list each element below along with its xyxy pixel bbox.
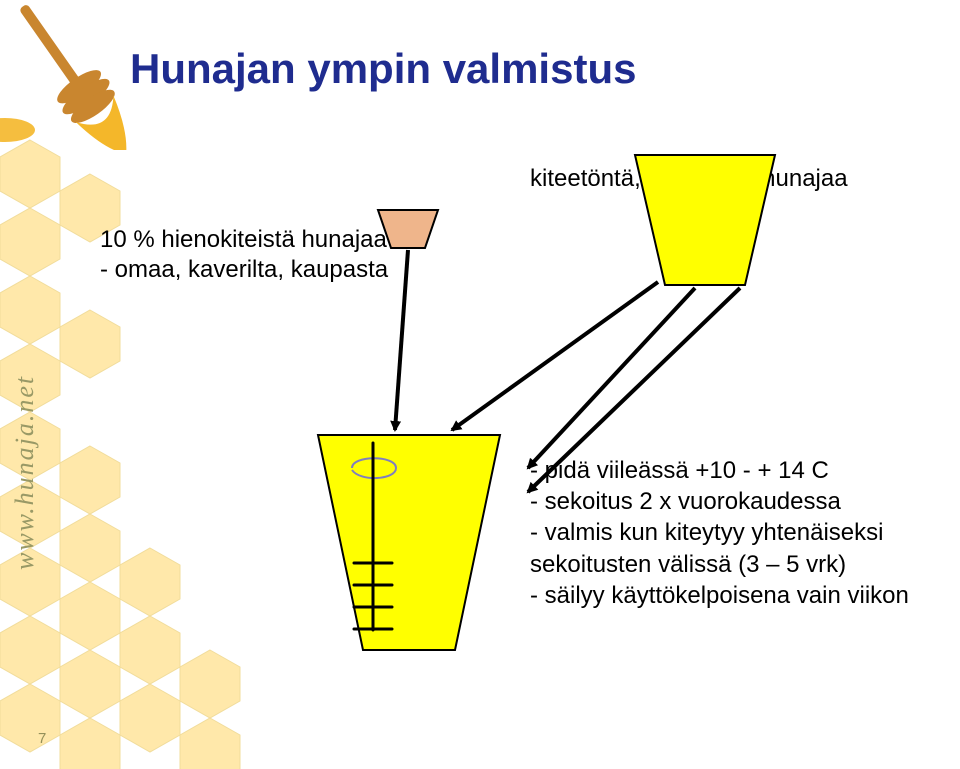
dipper-honey-drip: [76, 96, 145, 150]
page-number: 7: [38, 730, 46, 747]
mixing-bucket: [318, 435, 500, 650]
left-label: 10 % hienokiteistä hunajaa - omaa, kaver…: [100, 225, 388, 285]
instruction-line-2: - sekoitus 2 x vuorokaudessa: [530, 486, 909, 517]
arrow-seed-to-mix: [395, 250, 408, 430]
arrow-liquid-to-mix: [452, 282, 658, 430]
dipper-head: [51, 63, 121, 130]
instruction-line-3: - valmis kun kiteytyy yhtenäiseksi: [530, 517, 909, 548]
site-url: www.hunaja.net: [10, 230, 38, 570]
left-label-line2: - omaa, kaverilta, kaupasta: [100, 255, 388, 285]
instruction-line-4: sekoitusten välissä (3 – 5 vrk): [530, 549, 909, 580]
left-label-line1: 10 % hienokiteistä hunajaa: [100, 225, 388, 255]
instruction-line-1: - pidä viileässä +10 - + 14 C: [530, 455, 909, 486]
honey-pool: [0, 118, 35, 142]
top-right-label: kiteetöntä, juoksevaa hunajaa: [530, 165, 848, 193]
stir-swirl: [352, 458, 396, 478]
instruction-line-5: - säilyy käyttökelpoisena vain viikon: [530, 580, 909, 611]
stirrer: [354, 443, 392, 630]
dipper-handle: [19, 4, 82, 88]
page-title: Hunajan ympin valmistus: [130, 45, 636, 93]
arrow-to-instr-1: [528, 288, 695, 468]
process-diagram: [0, 0, 960, 769]
instructions: - pidä viileässä +10 - + 14 C - sekoitus…: [530, 455, 909, 611]
